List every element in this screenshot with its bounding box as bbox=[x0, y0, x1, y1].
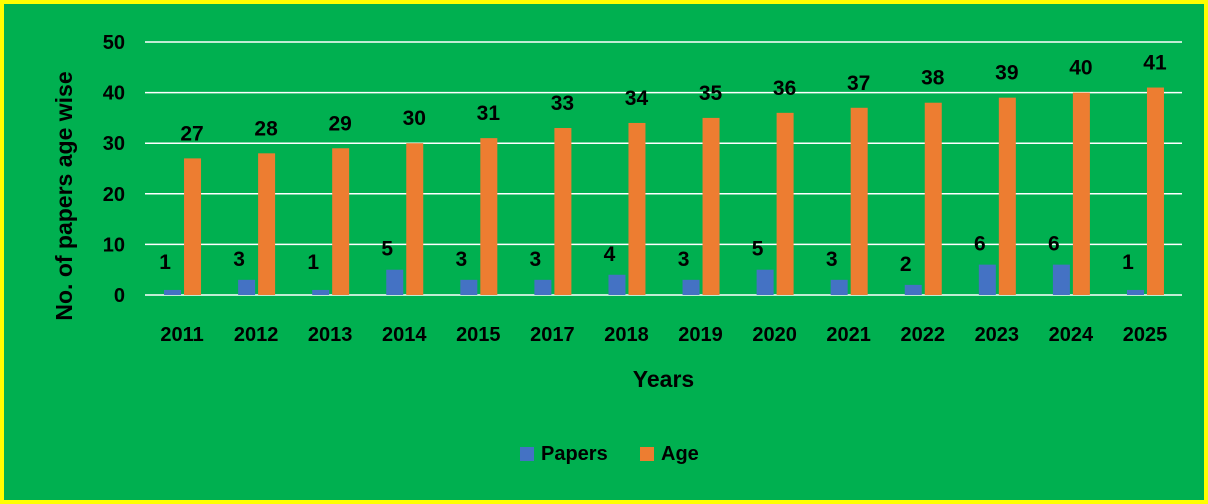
bar-age-2017 bbox=[554, 128, 572, 295]
data-label-papers-2021: 3 bbox=[826, 248, 838, 271]
data-label-age-2011: 27 bbox=[180, 122, 203, 145]
data-label-papers-2018: 4 bbox=[604, 243, 616, 266]
bar-papers-2018 bbox=[608, 274, 626, 295]
bar-papers-2024 bbox=[1052, 264, 1070, 295]
bar-age-2013 bbox=[332, 148, 350, 295]
data-labels: 1273281295303313334343355363372386396401… bbox=[159, 52, 1167, 276]
y-tick-label: 40 bbox=[103, 83, 125, 105]
data-label-papers-2017: 3 bbox=[530, 248, 542, 271]
data-label-papers-2025: 1 bbox=[1122, 251, 1134, 274]
bar-chart: 1273281295303313334343355363372386396401… bbox=[51, 32, 1182, 465]
x-tick-label: 2025 bbox=[1123, 324, 1168, 346]
bar-age-2025 bbox=[1146, 87, 1164, 295]
data-label-papers-2011: 1 bbox=[159, 251, 171, 274]
data-label-age-2014: 30 bbox=[403, 107, 426, 130]
bar-papers-2015 bbox=[460, 279, 478, 295]
bar-age-2023 bbox=[998, 97, 1016, 295]
data-label-age-2013: 29 bbox=[328, 112, 351, 135]
data-label-papers-2023: 6 bbox=[974, 233, 986, 256]
x-tick-label: 2019 bbox=[678, 324, 723, 346]
chart-area: 1 27 3 28 1 29 5 30 3 31 3 33 4 34 3 35 5 36 3 37 2 38 6 39 6 40 1… bbox=[4, 4, 1204, 500]
bar-age-2011 bbox=[184, 158, 202, 295]
bar-age-2015 bbox=[480, 138, 498, 295]
data-label-papers-2015: 3 bbox=[455, 248, 467, 271]
gridlines bbox=[145, 41, 1182, 296]
data-label-age-2012: 28 bbox=[254, 117, 278, 140]
y-axis-ticks: 0 10 20 30 40 50 bbox=[103, 32, 125, 307]
y-tick-label: 10 bbox=[103, 234, 125, 256]
bar-papers-2017 bbox=[534, 279, 552, 295]
bar-age-2018 bbox=[628, 122, 646, 296]
data-label-papers-2022: 2 bbox=[900, 253, 912, 276]
x-tick-label: 2017 bbox=[530, 324, 575, 346]
legend-label-papers: Papers bbox=[541, 443, 608, 465]
data-label-papers-2014: 5 bbox=[381, 238, 393, 261]
x-tick-label: 2018 bbox=[604, 324, 649, 346]
data-label-age-2022: 38 bbox=[921, 67, 945, 90]
x-tick-label: 2023 bbox=[975, 324, 1020, 346]
data-label-age-2024: 40 bbox=[1069, 57, 1092, 80]
data-label-age-2018: 34 bbox=[625, 87, 649, 110]
y-tick-label: 50 bbox=[103, 32, 125, 54]
data-label-age-2023: 39 bbox=[995, 62, 1018, 85]
y-axis-title: No. of papers age wise bbox=[51, 71, 77, 320]
x-tick-label: 2024 bbox=[1049, 324, 1094, 346]
x-tick-label: 2014 bbox=[382, 324, 427, 346]
data-label-papers-2013: 1 bbox=[307, 251, 319, 274]
bar-papers-2019 bbox=[682, 279, 700, 295]
x-axis-ticks: 2011 2012 2013 2014 2015 2017 2018 2019 2020 2021… bbox=[160, 324, 1167, 346]
data-label-age-2020: 36 bbox=[773, 77, 796, 100]
bar-papers-2011 bbox=[164, 289, 182, 295]
legend: Papers Age bbox=[520, 443, 699, 465]
bar-age-2019 bbox=[702, 117, 720, 296]
x-tick-label: 2022 bbox=[901, 324, 946, 346]
x-tick-label: 2011 bbox=[160, 324, 203, 346]
data-label-papers-2019: 3 bbox=[678, 248, 690, 271]
data-label-papers-2020: 5 bbox=[752, 238, 764, 261]
legend-swatch-papers bbox=[520, 447, 534, 461]
legend-label-age: Age bbox=[661, 443, 699, 465]
data-label-age-2017: 33 bbox=[551, 92, 574, 115]
bar-papers-2020 bbox=[756, 269, 774, 295]
y-tick-label: 0 bbox=[114, 285, 125, 307]
data-label-papers-2012: 3 bbox=[233, 248, 245, 271]
bar-papers-2023 bbox=[978, 264, 996, 295]
data-label-age-2015: 31 bbox=[477, 102, 501, 125]
bar-age-2020 bbox=[776, 112, 794, 295]
x-tick-label: 2013 bbox=[308, 324, 353, 346]
bar-age-2024 bbox=[1072, 92, 1090, 295]
bar-age-2014 bbox=[406, 143, 424, 295]
bar-age-2012 bbox=[258, 153, 276, 295]
bar-papers-2013 bbox=[312, 289, 330, 295]
x-tick-label: 2021 bbox=[826, 324, 871, 346]
x-tick-label: 2020 bbox=[752, 324, 797, 346]
bar-papers-2021 bbox=[830, 279, 848, 295]
data-label-age-2021: 37 bbox=[847, 72, 870, 95]
data-label-age-2025: 41 bbox=[1143, 52, 1167, 75]
data-label-age-2019: 35 bbox=[699, 82, 723, 105]
bar-age-2021 bbox=[850, 107, 868, 295]
bars bbox=[164, 87, 1164, 296]
legend-swatch-age bbox=[640, 447, 654, 461]
x-axis-title: Years bbox=[633, 366, 694, 392]
bar-papers-2022 bbox=[904, 284, 922, 295]
y-tick-label: 30 bbox=[103, 133, 125, 155]
x-tick-label: 2015 bbox=[456, 324, 501, 346]
bar-age-2022 bbox=[924, 102, 942, 295]
bar-papers-2025 bbox=[1126, 289, 1144, 295]
data-label-papers-2024: 6 bbox=[1048, 233, 1060, 256]
y-tick-label: 20 bbox=[103, 184, 125, 206]
bar-papers-2014 bbox=[386, 269, 404, 295]
bar-papers-2012 bbox=[238, 279, 256, 295]
x-tick-label: 2012 bbox=[234, 324, 279, 346]
